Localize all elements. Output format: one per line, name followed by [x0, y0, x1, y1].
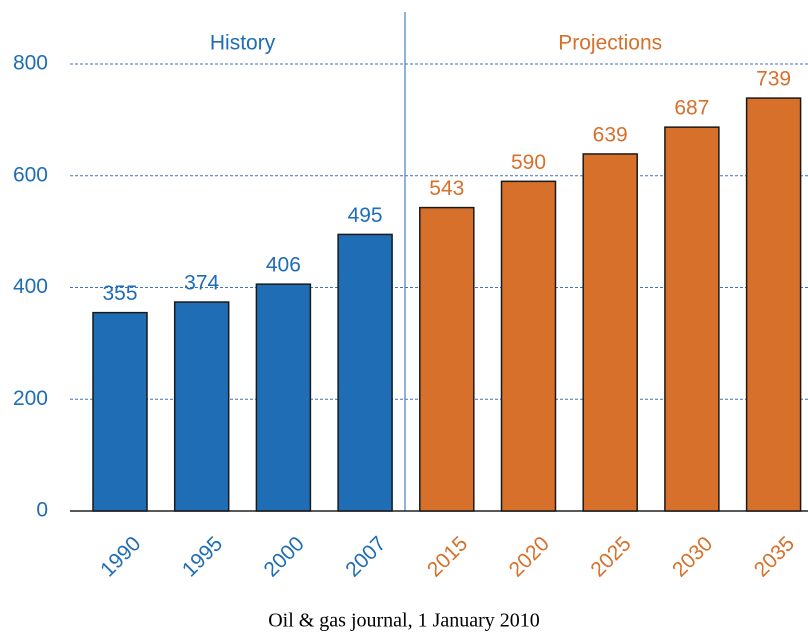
x-tick-label: 1995	[178, 532, 227, 581]
y-tick-label: 600	[13, 163, 48, 186]
bar	[419, 206, 475, 512]
data-label: 590	[511, 151, 546, 174]
data-label: 687	[674, 97, 709, 120]
data-label: 355	[102, 282, 137, 305]
x-tick-label: 2025	[586, 532, 635, 581]
y-tick-label: 0	[36, 499, 48, 522]
bar	[337, 233, 393, 512]
x-tick-label: 2000	[260, 532, 309, 581]
bar	[255, 283, 312, 512]
x-tick-label: 1990	[96, 532, 145, 581]
x-tick-label: 2015	[423, 532, 472, 581]
bar	[92, 311, 148, 512]
bar	[745, 97, 802, 512]
data-label: 374	[184, 272, 219, 295]
bar	[664, 126, 720, 512]
y-tick-label: 200	[13, 387, 48, 410]
bar	[500, 180, 557, 512]
caption: Oil & gas journal, 1 January 2010	[268, 610, 540, 632]
data-label: 739	[756, 68, 791, 91]
data-label: 495	[348, 204, 383, 227]
bar	[582, 153, 638, 512]
bar	[173, 301, 230, 512]
data-label: 543	[429, 177, 464, 200]
x-tick-label: 2007	[341, 532, 390, 581]
data-label: 639	[593, 124, 628, 147]
x-tick-label: 2035	[750, 532, 799, 581]
y-tick-label: 400	[13, 275, 48, 298]
section-label: Projections	[558, 32, 662, 55]
data-label: 406	[266, 254, 301, 277]
x-tick-label: 2030	[668, 532, 717, 581]
section-label: History	[210, 32, 276, 55]
y-tick-label: 800	[13, 52, 48, 75]
x-tick-label: 2020	[505, 532, 554, 581]
